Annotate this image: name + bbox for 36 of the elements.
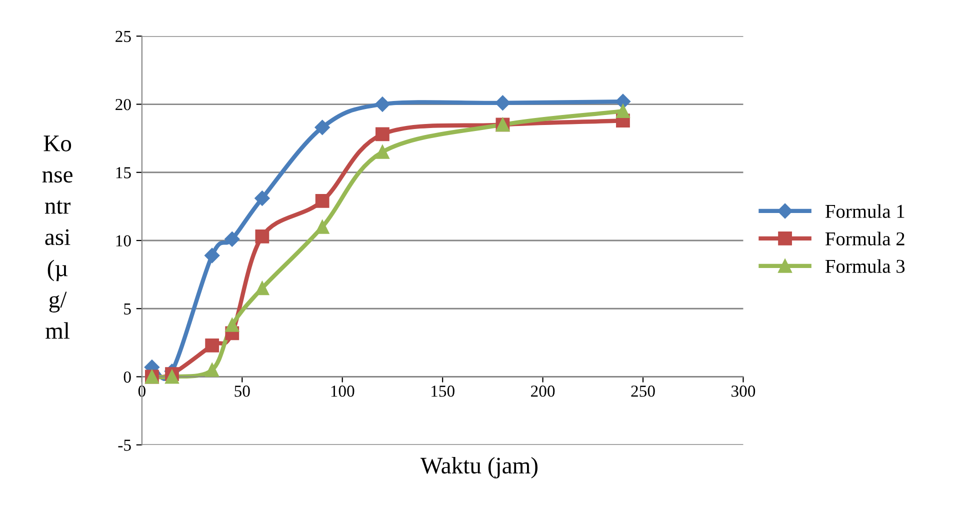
legend-label: Formula 2 <box>825 232 904 246</box>
point <box>205 338 220 352</box>
x-tick-label: 0 <box>138 386 146 397</box>
x-tick-label: 300 <box>732 386 756 397</box>
x-tick-label: 50 <box>234 386 250 397</box>
x-tick-label: 100 <box>331 386 354 397</box>
y-tick-label: 10 <box>116 235 131 246</box>
legend-label: Formula 1 <box>825 204 904 218</box>
y-tick-label: 20 <box>116 98 131 110</box>
point <box>376 145 390 159</box>
point <box>205 362 220 377</box>
point <box>204 248 220 264</box>
x-axis-title: Waktu (jam) <box>420 456 538 478</box>
y-axis-title: Ko nse ntr asi (µ g/ ml <box>42 136 72 339</box>
y-tick-label: -5 <box>118 440 131 451</box>
x-tick-label: 150 <box>432 386 454 397</box>
legend-label: Formula 3 <box>825 259 905 273</box>
point <box>495 95 510 110</box>
y-tick-label: 5 <box>124 303 131 315</box>
y-tick-label: 0 <box>124 371 131 383</box>
point <box>165 370 179 384</box>
point <box>314 120 330 135</box>
point <box>315 194 330 208</box>
point <box>225 318 240 332</box>
x-tick-label: 250 <box>631 386 655 397</box>
y-tick-label: 15 <box>116 167 131 178</box>
x-tick-label: 200 <box>531 386 555 397</box>
point <box>255 229 270 244</box>
point <box>616 104 630 118</box>
point <box>315 220 330 234</box>
point <box>255 281 270 296</box>
point <box>374 96 390 112</box>
point <box>224 232 240 247</box>
y-tick-label: 25 <box>116 30 131 42</box>
point <box>376 127 390 142</box>
point <box>254 190 270 206</box>
